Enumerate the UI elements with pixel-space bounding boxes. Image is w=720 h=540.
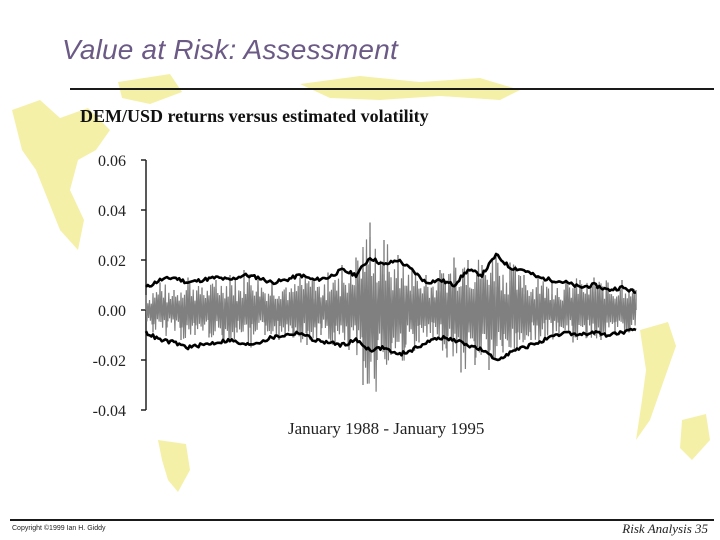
y-tick-label: -0.04 (93, 403, 126, 420)
page-label: Risk Analysis 35 (622, 521, 708, 536)
volatility-lower-line (144, 327, 637, 362)
y-tick-label: -0.02 (93, 353, 126, 370)
map-shape-south-america (158, 440, 190, 492)
y-tick-label: 0.06 (98, 153, 126, 170)
map-shape-north-america (12, 100, 110, 250)
returns-line (145, 236, 637, 392)
y-tick-label: 0.00 (98, 303, 126, 320)
x-axis-label: January 1988 - January 1995 (288, 419, 484, 438)
volatility-upper-line (145, 252, 637, 294)
y-axis: 0.06 0.04 0.02 0.00 -0.02 -0.04 (93, 153, 147, 420)
slide-title: Value at Risk: Assessment (62, 34, 398, 65)
title-divider (70, 88, 714, 90)
y-tick-label: 0.02 (98, 253, 126, 270)
footer-divider (10, 519, 714, 521)
volatility-series (144, 252, 637, 362)
chart-title: DEM/USD returns versus estimated volatil… (80, 106, 429, 126)
returns-series (145, 222, 637, 392)
map-shape-islands (680, 414, 710, 460)
y-tick-label: 0.04 (98, 203, 126, 220)
copyright-text: Copyright ©1999 Ian H. Giddy (12, 525, 106, 532)
map-shape-australia (636, 322, 676, 440)
